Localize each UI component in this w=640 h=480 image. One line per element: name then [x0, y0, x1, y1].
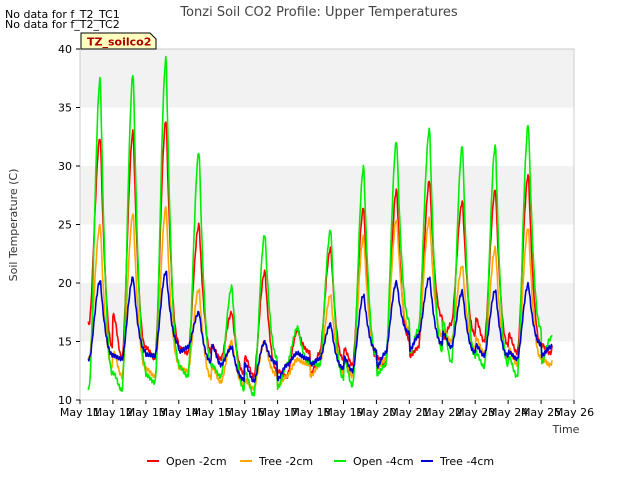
- x-tick-label: May 12: [93, 406, 133, 419]
- x-tick-label: May 18: [290, 406, 330, 419]
- x-tick-label: May 15: [192, 406, 232, 419]
- series-line: [87, 121, 553, 379]
- legend-label: Tree -4cm: [439, 455, 494, 468]
- legend: Open -2cm Tree -2cm Open -4cm Tree -4cm: [147, 455, 494, 468]
- no-data-note-1: No data for f_T2_TC1: [5, 8, 120, 21]
- series-layer: [87, 55, 553, 397]
- y-tick-label: 40: [58, 43, 72, 56]
- x-tick-label: May 19: [323, 406, 363, 419]
- y-axis: 10 15 20 25 30 35 40: [58, 43, 80, 407]
- y-tick-label: 30: [58, 160, 72, 173]
- x-tick-label: May 16: [225, 406, 265, 419]
- no-data-note-2: No data for f_T2_TC2: [5, 18, 120, 31]
- y-axis-label: Soil Temperature (C): [7, 169, 20, 282]
- x-tick-label: May 26: [554, 406, 594, 419]
- y-tick-label: 10: [58, 394, 72, 407]
- y-tick-label: 25: [58, 219, 72, 232]
- legend-label: Tree -2cm: [258, 455, 313, 468]
- site-label-box: TZ_soilco2: [80, 32, 157, 50]
- x-tick-label: May 21: [389, 406, 429, 419]
- x-tick-label: May 23: [455, 406, 495, 419]
- series-line: [87, 270, 553, 383]
- y-tick-label: 35: [58, 102, 72, 115]
- y-tick-label: 15: [58, 336, 72, 349]
- legend-label: Open -4cm: [353, 455, 414, 468]
- grid-band: [80, 49, 574, 108]
- x-tick-label: May 24: [488, 406, 528, 419]
- x-tick-label: May 14: [159, 406, 199, 419]
- x-tick-label: May 13: [126, 406, 166, 419]
- x-tick-label: May 22: [422, 406, 462, 419]
- site-label: TZ_soilco2: [87, 36, 151, 49]
- x-tick-label: May 11: [60, 406, 100, 419]
- y-tick-label: 20: [58, 277, 72, 290]
- series-line: [87, 55, 553, 397]
- legend-label: Open -2cm: [166, 455, 227, 468]
- x-tick-label: May 20: [356, 406, 396, 419]
- chart-title: Tonzi Soil CO2 Profile: Upper Temperatur…: [179, 5, 458, 20]
- grid-band: [80, 166, 574, 225]
- x-tick-label: May 25: [521, 406, 561, 419]
- x-axis-label: Time: [552, 423, 580, 436]
- x-tick-label: May 17: [257, 406, 297, 419]
- grid-bands: [80, 49, 574, 342]
